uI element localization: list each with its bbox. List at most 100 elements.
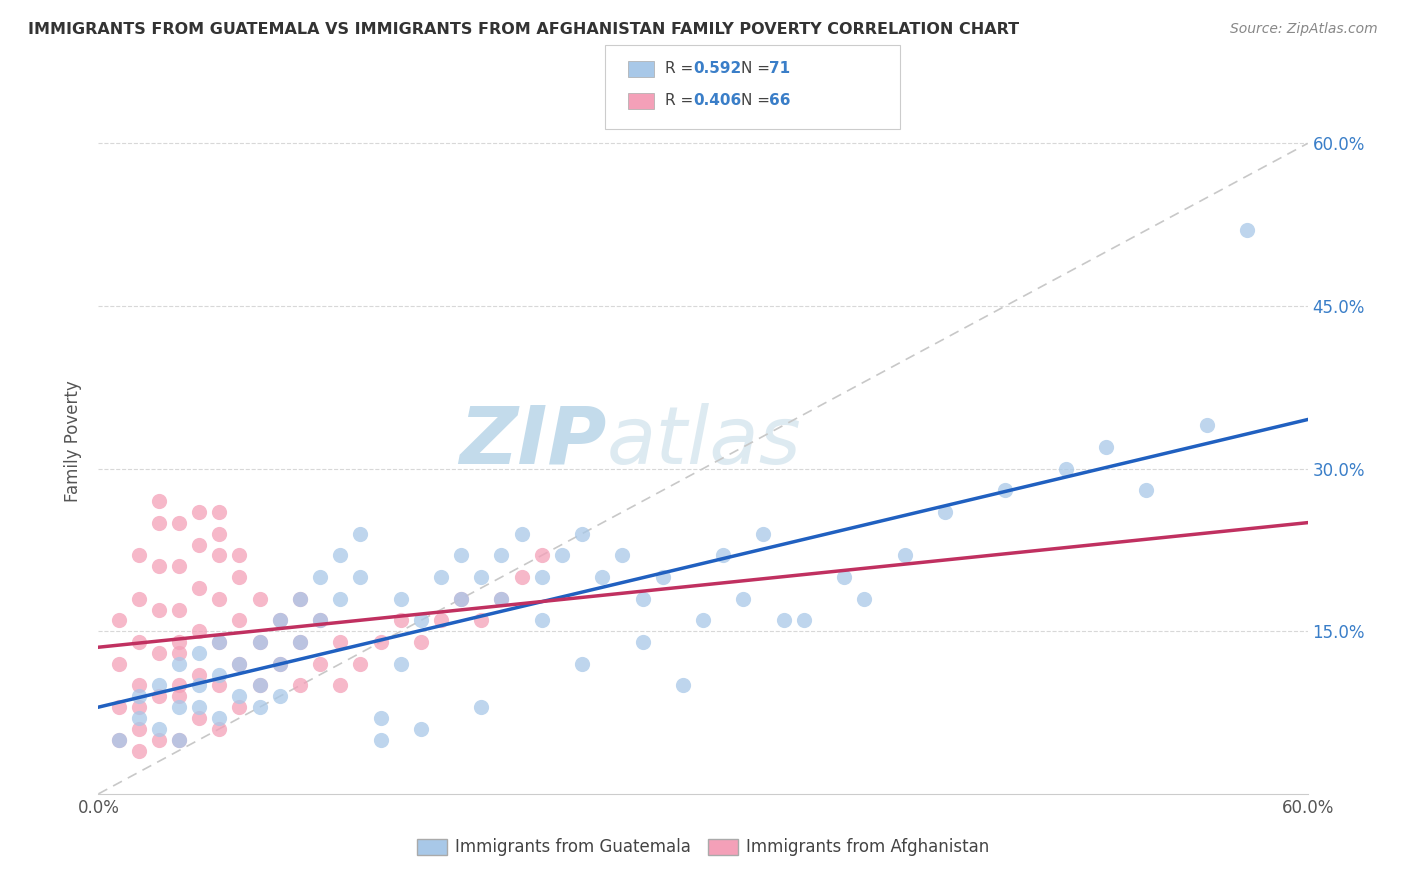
Point (1236, 223, 1258, 237)
Point (934, 505, 956, 519)
Point (208, 549, 231, 563)
Point (309, 614, 332, 628)
Legend: Immigrants from Guatemala, Immigrants from Afghanistan: Immigrants from Guatemala, Immigrants fr… (411, 831, 995, 863)
Point (288, 591, 311, 606)
Text: atlas: atlas (606, 402, 801, 481)
Point (128, 635, 150, 649)
Point (107, 700, 129, 714)
Point (128, 711, 150, 725)
Point (128, 549, 150, 563)
Point (450, 591, 472, 606)
Point (370, 711, 392, 725)
Point (269, 614, 291, 628)
Point (793, 614, 815, 628)
Text: 0.592: 0.592 (693, 62, 741, 76)
Point (269, 614, 291, 628)
Point (692, 614, 714, 628)
Point (148, 516, 170, 530)
Point (409, 635, 432, 649)
Text: IMMIGRANTS FROM GUATEMALA VS IMMIGRANTS FROM AFGHANISTAN FAMILY POVERTY CORRELAT: IMMIGRANTS FROM GUATEMALA VS IMMIGRANTS … (28, 22, 1019, 37)
Point (167, 516, 190, 530)
Point (389, 591, 412, 606)
Point (329, 635, 352, 649)
Point (208, 711, 231, 725)
Point (571, 526, 593, 541)
Point (491, 591, 513, 606)
Point (167, 678, 190, 692)
Point (733, 591, 755, 606)
Point (249, 678, 271, 692)
Point (228, 690, 250, 704)
Point (651, 570, 673, 584)
Point (288, 635, 311, 649)
Point (128, 678, 150, 692)
Point (188, 537, 211, 551)
Text: R =: R = (665, 62, 699, 76)
Point (107, 614, 129, 628)
Point (208, 526, 231, 541)
Point (491, 549, 513, 563)
Point (329, 591, 352, 606)
Point (208, 505, 231, 519)
Point (470, 614, 492, 628)
Point (167, 732, 190, 747)
Point (107, 732, 129, 747)
Point (228, 570, 250, 584)
Point (1135, 483, 1157, 498)
Point (148, 690, 170, 704)
Point (148, 722, 170, 736)
Point (148, 494, 170, 508)
Point (128, 690, 150, 704)
Point (188, 505, 211, 519)
Text: N =: N = (741, 94, 775, 108)
Point (249, 635, 271, 649)
Point (188, 700, 211, 714)
Point (249, 678, 271, 692)
Point (389, 614, 412, 628)
Point (228, 614, 250, 628)
Point (409, 614, 432, 628)
Point (208, 667, 231, 681)
Point (167, 635, 190, 649)
Point (1195, 418, 1218, 433)
Point (188, 624, 211, 639)
Point (228, 657, 250, 671)
Point (107, 732, 129, 747)
Point (430, 614, 453, 628)
Point (832, 570, 855, 584)
Text: 71: 71 (769, 62, 790, 76)
Point (148, 602, 170, 616)
Point (349, 657, 371, 671)
Point (349, 570, 371, 584)
Text: Source: ZipAtlas.com: Source: ZipAtlas.com (1230, 22, 1378, 37)
Point (208, 635, 231, 649)
Point (450, 549, 472, 563)
Point (148, 678, 170, 692)
Point (269, 657, 291, 671)
Point (530, 570, 553, 584)
Point (853, 591, 876, 606)
Point (370, 732, 392, 747)
Point (249, 700, 271, 714)
Point (711, 549, 734, 563)
Point (167, 657, 190, 671)
Point (893, 549, 915, 563)
Text: R =: R = (665, 94, 699, 108)
Point (188, 667, 211, 681)
Point (148, 646, 170, 660)
Point (228, 549, 250, 563)
Point (128, 743, 150, 757)
Point (772, 614, 794, 628)
Point (631, 591, 654, 606)
Point (188, 646, 211, 660)
Point (288, 591, 311, 606)
Point (1095, 440, 1118, 454)
Text: N =: N = (741, 62, 775, 76)
Point (167, 559, 190, 574)
Point (631, 635, 654, 649)
Point (188, 678, 211, 692)
Point (612, 549, 634, 563)
Point (510, 526, 533, 541)
Point (228, 700, 250, 714)
Point (208, 722, 231, 736)
